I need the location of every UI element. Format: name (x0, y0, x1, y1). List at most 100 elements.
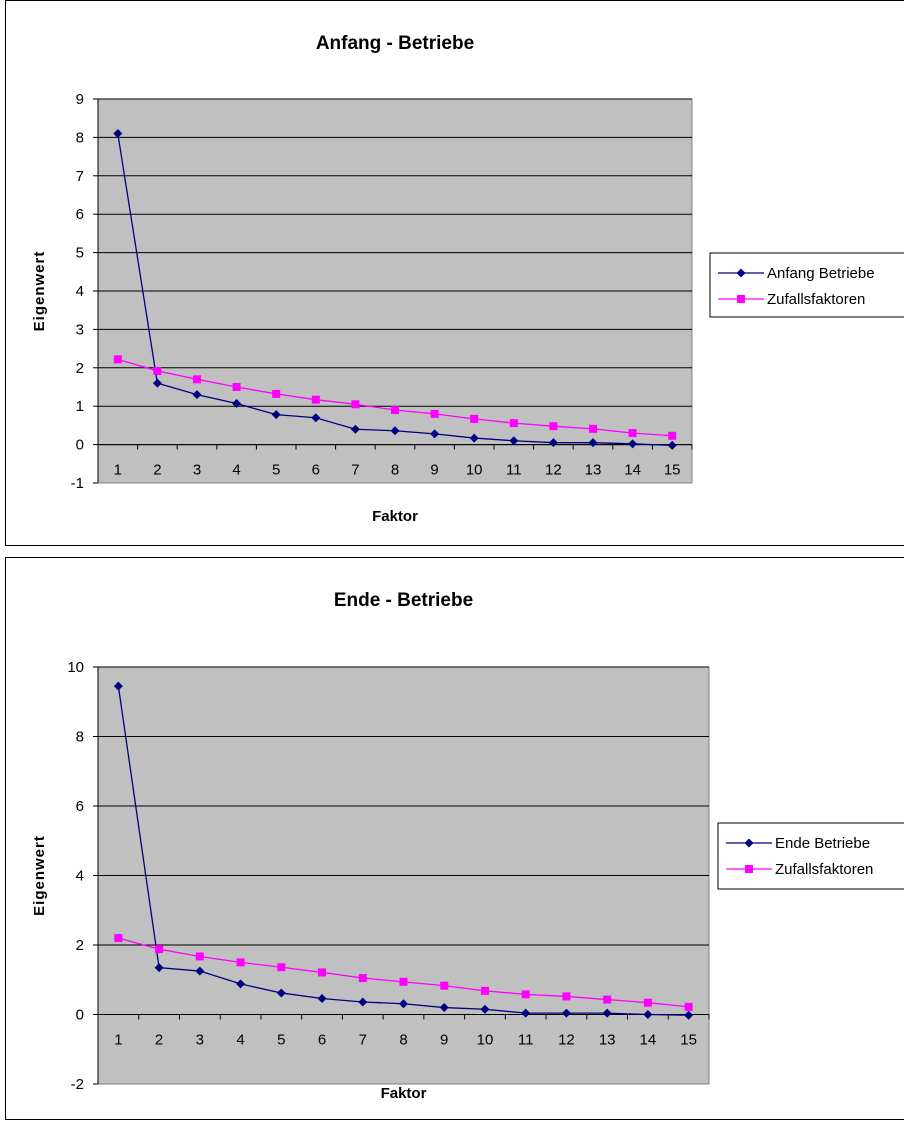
data-point-square (351, 400, 360, 409)
x-tick-label: 7 (351, 462, 359, 479)
chart-ende-betriebe: Ende - Betriebe -2 0 2 4 6 8 10 1 2 3 4 5 6 7 8 9 10 11 12 1… (5, 557, 904, 1120)
legend-marker-diamond (744, 838, 754, 848)
x-tick-label: 2 (153, 462, 161, 479)
y-tick-label: 10 (67, 659, 84, 676)
y-tick-label: -1 (71, 475, 84, 492)
data-point-square (628, 429, 637, 438)
data-point-square (114, 934, 123, 943)
data-point-diamond (548, 438, 558, 448)
data-point-diamond (276, 988, 286, 998)
data-point-diamond (232, 399, 242, 409)
data-point-diamond (561, 1008, 571, 1018)
data-point-diamond (684, 1010, 694, 1020)
y-tick-label: 4 (76, 868, 84, 885)
data-point-square (236, 958, 245, 967)
x-tick-label: 13 (599, 1032, 616, 1049)
data-point-square (509, 419, 518, 428)
x-axis-label: Faktor (372, 508, 418, 525)
x-tick-label: 15 (680, 1032, 697, 1049)
data-point-diamond (113, 129, 123, 139)
data-point-diamond (439, 1003, 449, 1013)
legend-label: Zufallsfaktoren (767, 291, 865, 308)
y-tick-label: -2 (71, 1076, 84, 1093)
y-axis-label: Eigenwert (31, 251, 48, 332)
x-tick-label: 9 (430, 462, 438, 479)
x-tick-label: 10 (477, 1032, 494, 1049)
data-point-square (195, 952, 204, 961)
data-point-diamond (317, 994, 327, 1004)
x-tick-label: 8 (391, 462, 399, 479)
x-tick-label: 14 (624, 462, 641, 479)
y-tick-label: 8 (76, 129, 84, 146)
x-tick-label: 13 (585, 462, 602, 479)
data-point-diamond (430, 429, 440, 439)
x-tick-label: 9 (440, 1032, 448, 1049)
y-tick-label: 8 (76, 729, 84, 746)
data-point-square (470, 414, 479, 423)
x-tick-label: 12 (558, 1032, 575, 1049)
y-tick-label: 3 (76, 321, 84, 338)
x-tick-label: 11 (518, 1032, 534, 1049)
x-tick-label: 6 (312, 462, 320, 479)
data-point-diamond (588, 438, 598, 448)
data-point-diamond (667, 440, 677, 450)
data-point-square (153, 366, 162, 375)
data-point-square (440, 981, 449, 990)
data-point-square (155, 945, 164, 954)
y-tick-label: 4 (76, 283, 84, 300)
x-tick-label: 1 (114, 462, 122, 479)
x-tick-label: 11 (506, 462, 522, 479)
data-point-diamond (602, 1008, 612, 1018)
data-point-square (668, 431, 677, 440)
data-point-diamond (192, 390, 202, 400)
x-tick-label: 2 (155, 1032, 163, 1049)
data-point-diamond (628, 439, 638, 449)
data-point-diamond (311, 413, 321, 423)
data-point-diamond (399, 999, 408, 1009)
data-point-square (562, 992, 571, 1001)
y-tick-label: 6 (76, 798, 84, 815)
y-tick-label: 0 (76, 437, 84, 454)
legend-label: Ende Betriebe (775, 835, 870, 852)
data-point-square (272, 389, 281, 398)
x-tick-label: 14 (640, 1032, 657, 1049)
x-tick-label: 12 (545, 462, 562, 479)
y-tick-label: 0 (76, 1007, 84, 1024)
y-tick-label: 6 (76, 206, 84, 223)
x-tick-label: 5 (272, 462, 280, 479)
data-point-diamond (154, 963, 164, 973)
data-point-diamond (350, 424, 360, 434)
legend-box (709, 252, 904, 318)
data-point-diamond (390, 426, 400, 436)
legend-marker-square (737, 295, 745, 303)
data-point-square (430, 409, 439, 418)
legend-marker-diamond (736, 268, 746, 278)
data-point-square (399, 977, 408, 986)
y-tick-label: 2 (76, 937, 84, 954)
chart-title: Anfang - Betriebe (316, 33, 474, 54)
x-tick-label: 6 (318, 1032, 326, 1049)
y-axis-label: Eigenwert (31, 835, 48, 916)
data-point-diamond (236, 979, 246, 989)
data-point-diamond (195, 966, 205, 976)
y-tick-label: 7 (76, 168, 84, 185)
data-point-diamond (643, 1010, 653, 1019)
x-tick-label: 5 (277, 1032, 285, 1049)
data-point-square (521, 990, 530, 999)
x-tick-label: 4 (236, 1032, 244, 1049)
chart-title: Ende - Betriebe (334, 590, 473, 611)
data-point-diamond (358, 997, 368, 1007)
data-point-square (391, 406, 399, 415)
data-point-diamond (152, 378, 162, 388)
data-point-square (358, 974, 367, 983)
y-tick-label: 5 (76, 245, 84, 262)
x-tick-label: 1 (114, 1032, 122, 1049)
x-tick-label: 3 (193, 462, 201, 479)
x-tick-label: 15 (664, 462, 681, 479)
data-point-square (643, 998, 652, 1007)
data-point-square (232, 383, 241, 391)
data-point-square (603, 995, 612, 1004)
data-point-square (277, 963, 286, 972)
